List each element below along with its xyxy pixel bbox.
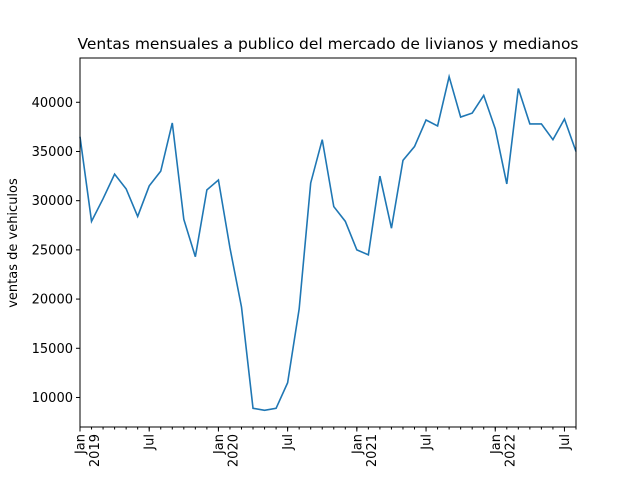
y-axis: 10000 15000 20000 25000 30000 35000 40000 <box>32 96 80 406</box>
x-tick-year-label: 2019 <box>88 434 103 467</box>
series-line <box>79 73 577 412</box>
x-tick-label: Jan <box>74 434 89 455</box>
y-tick-label: 35000 <box>32 145 73 160</box>
y-tick-label: 25000 <box>32 243 73 258</box>
x-tick-label: Jan <box>212 434 227 455</box>
y-axis-label: ventas de vehiculos <box>6 178 21 308</box>
y-tick-label: 40000 <box>32 96 73 111</box>
chart-title: Ventas mensuales a publico del mercado d… <box>77 35 578 53</box>
y-tick-label: 20000 <box>32 293 73 308</box>
plot-frame <box>79 57 577 428</box>
x-tick-year-label: 2021 <box>365 434 380 467</box>
x-tick-label: Jul <box>558 434 573 451</box>
y-tick-label: 10000 <box>32 391 73 406</box>
x-axis: Jan 2019 Jul Jan 2020 Jul Jan 2021 Jul Jan 2022 Jul <box>74 427 577 467</box>
x-tick-label: Jan <box>489 434 504 455</box>
x-tick-year-label: 2022 <box>503 434 518 467</box>
x-tick-label: Jul <box>281 434 296 451</box>
y-tick-label: 15000 <box>32 342 73 357</box>
y-tick-label: 30000 <box>32 194 73 209</box>
x-tick-year-label: 2020 <box>226 434 241 467</box>
x-tick-label: Jul <box>420 434 435 451</box>
x-tick-label: Jul <box>143 434 158 451</box>
x-tick-label: Jan <box>350 434 365 455</box>
